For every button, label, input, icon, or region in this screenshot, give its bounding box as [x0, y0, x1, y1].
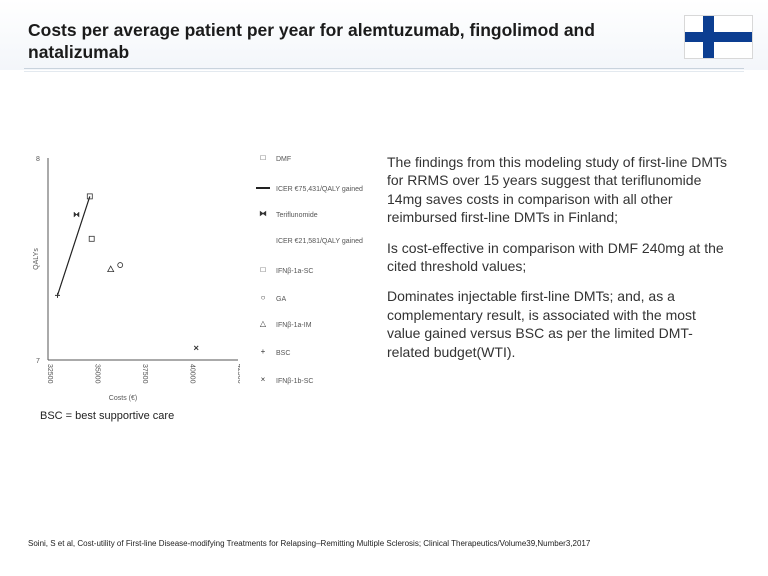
data-point-cross — [193, 345, 199, 351]
x-tick-label: 32500 — [46, 364, 53, 384]
y-tick-label: 8 — [36, 156, 40, 163]
legend-label: IFNβ-1b-SC — [276, 378, 314, 385]
legend-label: Teriflunomide — [276, 212, 318, 219]
legend-marker-triangle: △ — [259, 319, 267, 328]
x-tick-label: 40000 — [189, 364, 196, 384]
chart-legend: □ DMF ICER €75,431/QALY gained ⧓ Teriflunomi… — [255, 152, 365, 392]
legend-marker-square: □ — [260, 153, 266, 162]
legend-label: ICER €75,431/QALY gained — [276, 186, 363, 193]
legend-label: DMF — [276, 156, 292, 163]
y-tick-label: 7 — [36, 358, 40, 365]
icer-line — [56, 196, 91, 296]
x-tick-label: 35000 — [94, 364, 101, 384]
finding-item: Is cost-effective in comparison with DMF… — [387, 239, 724, 275]
header-divider — [24, 68, 744, 69]
data-point-circle — [117, 262, 124, 268]
legend-marker-line — [255, 182, 271, 194]
slide-title: Costs per average patient per year for a… — [28, 20, 595, 62]
data-point-plus — [55, 292, 60, 298]
legend-marker-circle: ○ — [260, 293, 266, 302]
legend-marker-bowtie: ⧓ — [259, 209, 267, 218]
legend-marker-none — [255, 234, 271, 246]
data-point-square — [88, 235, 95, 242]
data-point-bowtie — [73, 211, 80, 218]
legend-marker-plus: + — [260, 347, 266, 356]
legend-marker-square: □ — [260, 265, 266, 274]
legend-marker-cross: × — [260, 375, 266, 384]
legend-label: BSC — [276, 350, 291, 357]
legend-label: ICER €21,581/QALY gained — [276, 238, 363, 245]
x-tick-label: 42500 — [236, 364, 240, 384]
legend-label: IFNβ-1a-IM — [276, 322, 312, 329]
data-point-square — [86, 193, 93, 200]
legend-label: GA — [276, 296, 287, 303]
data-point-triangle — [107, 265, 115, 272]
chart-area: 8 7 32500 35000 37500 40000 42500 QALYs Costs (€… — [30, 148, 243, 408]
finding-item: The findings from this modeling study of… — [387, 154, 728, 226]
y-axis-label: QALYs — [33, 248, 40, 270]
legend-line-icon — [256, 187, 270, 189]
x-axis-label: Costs (€) — [109, 395, 137, 402]
cost-qaly-chart: 8 7 32500 35000 37500 40000 42500 QALYs Costs (€… — [33, 156, 243, 402]
citation: Soini, S et al, Cost-utility of First-li… — [28, 539, 591, 548]
findings-list: The findings from this modeling study of… — [387, 153, 732, 373]
flag-cross-horizontal — [685, 32, 752, 42]
header-divider-secondary — [24, 71, 744, 72]
legend-label: IFNβ-1a-SC — [276, 268, 314, 275]
finding-item: Dominates injectable first-line DMTs; an… — [387, 288, 696, 360]
x-tick-label: 37500 — [141, 364, 148, 384]
header-band — [0, 0, 768, 70]
footnote: BSC = best supportive care — [40, 410, 175, 422]
finland-flag-icon — [684, 15, 753, 59]
